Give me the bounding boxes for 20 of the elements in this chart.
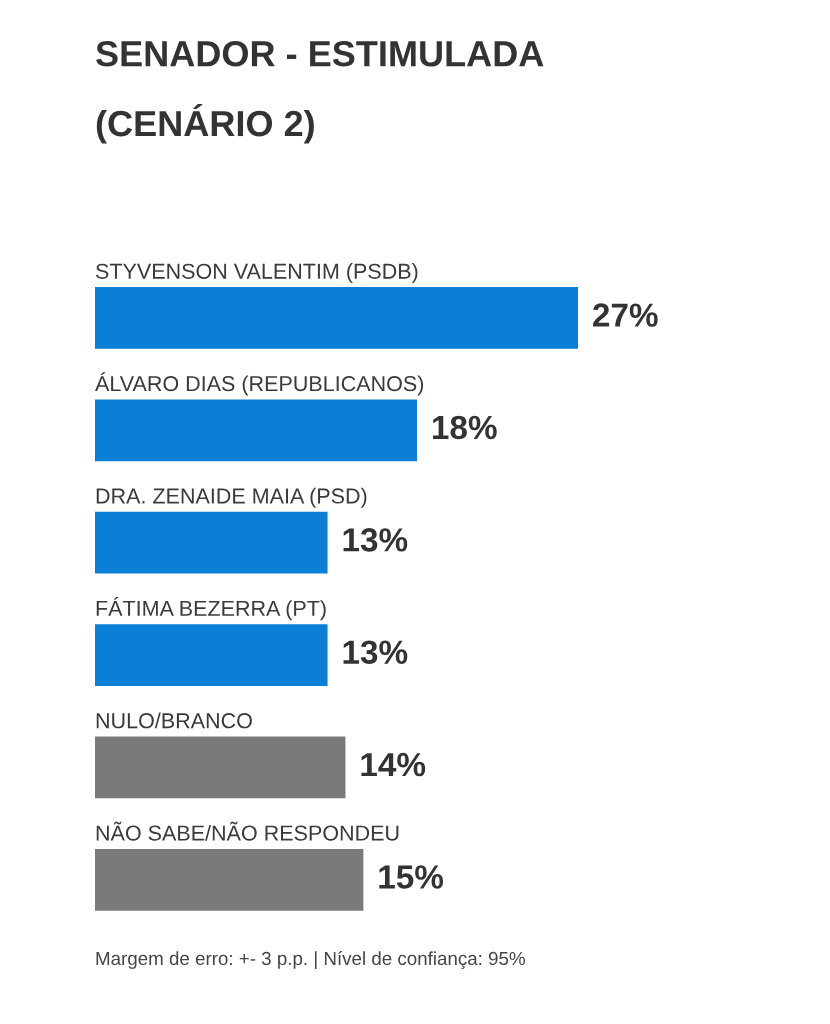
data-label: 15%: [379, 865, 444, 889]
bar: [95, 624, 328, 686]
bar: [95, 736, 346, 799]
data-label: 18%: [432, 415, 497, 440]
data-label: 27%: [593, 303, 658, 327]
bar: [95, 511, 328, 574]
data-label: 13%: [343, 640, 408, 665]
text: Margem de erro: +- 3 p.p. | Nível de confiança: 95%: [96, 951, 525, 969]
y-tick-label: NÃO SABE/NÃO RESPONDEU: [96, 821, 399, 841]
bar: [95, 848, 364, 911]
chart-title: SENADOR - ESTIMULADA (CENÁRIO 2): [96, 40, 544, 144]
y-tick-label: FÁTIMA BEZERRA (PT): [96, 597, 326, 621]
y-tick-label: STYVENSON VALENTIM (PSDB): [95, 263, 418, 284]
data-label: 13%: [343, 528, 408, 552]
y-tick-label: DRA. ZENAIDE MAIA (PSD): [96, 487, 367, 508]
y-tick-label: ÁLVARO DIAS (REPUBLICANOS): [95, 372, 424, 396]
bar: [95, 287, 578, 349]
y-tick-label: NULO/BRANCO: [96, 712, 252, 729]
bar: [95, 399, 417, 462]
data-label: 14%: [361, 752, 426, 777]
